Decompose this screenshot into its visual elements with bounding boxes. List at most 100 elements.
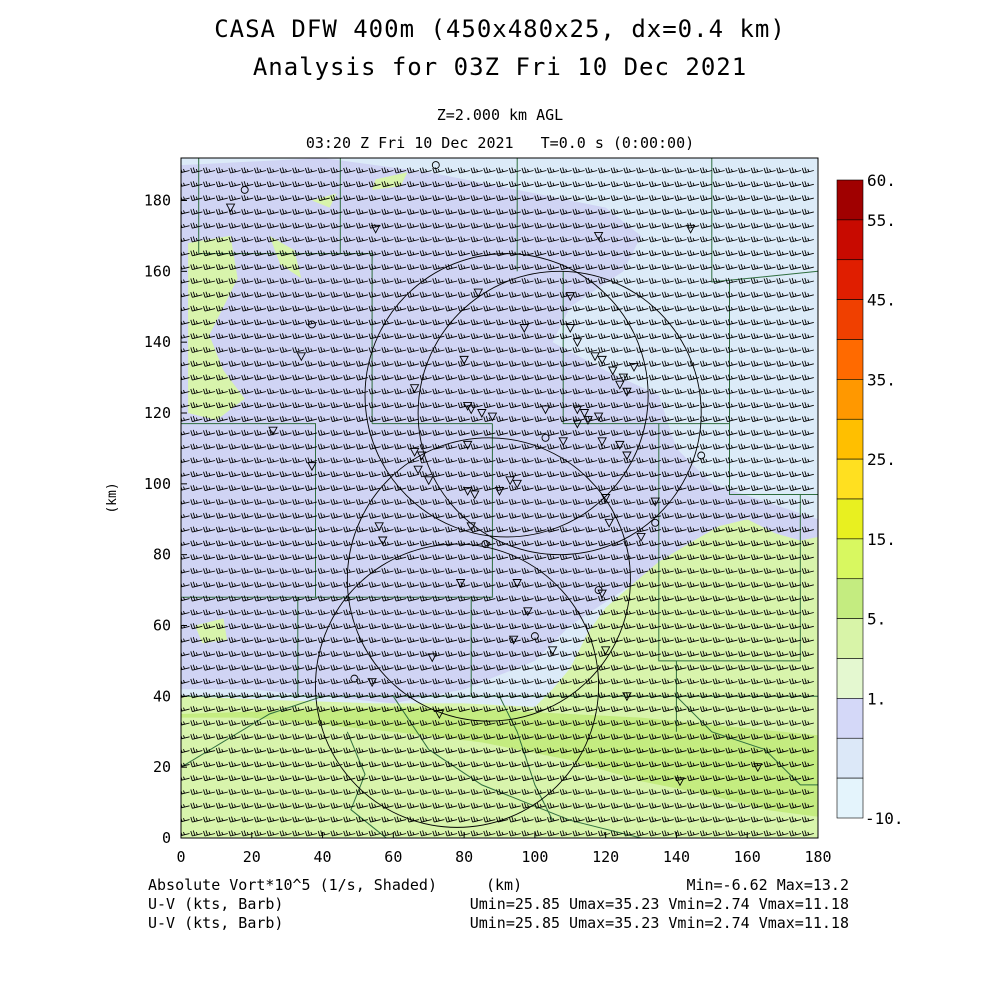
station-triangle [753, 763, 763, 773]
level-label: Z=2.000 km AGL [436, 106, 564, 124]
station-triangle [367, 678, 377, 688]
station-triangle [473, 288, 484, 298]
x-axis: 0 20 40 60 80 100 120 140 160 180 [176, 832, 832, 866]
colorbar-segment [836, 339, 864, 380]
colorbar-segment [836, 179, 864, 221]
station-triangle [650, 497, 660, 507]
y-axis: 0 20 40 60 80 100 120 140 160 180 [144, 192, 187, 847]
y-tick-label: 80 [153, 546, 171, 564]
station-triangle [593, 231, 604, 241]
x-tick-label: 0 [176, 848, 185, 866]
wind-stats-2: Umin=25.85 Umax=35.23 Vmin=2.74 Vmax=11.… [469, 914, 849, 932]
x-tick-label: 120 [592, 848, 619, 866]
station-triangle [583, 416, 593, 426]
colorbar-label: 15. [867, 530, 896, 549]
y-tick-label: 60 [153, 617, 171, 635]
x-tick-label: 180 [804, 848, 831, 866]
x-tick-label: 80 [455, 848, 473, 866]
station-triangle [604, 518, 614, 528]
county-line-17 [346, 731, 387, 838]
y-tick-label: 100 [144, 475, 171, 493]
station-triangle [409, 448, 420, 457]
colorbar-label: 60. [867, 171, 896, 190]
radar-ring-2 [346, 437, 631, 722]
colorbar-segment [836, 698, 864, 739]
chart-title-line1: CASA DFW 400m (450x480x25, dx=0.4 km) [214, 15, 786, 43]
station-triangle [370, 224, 381, 234]
y-tick-label: 120 [144, 404, 171, 422]
station-triangle [618, 373, 629, 383]
colorbar-label: 5. [867, 610, 886, 629]
station-triangle [466, 405, 476, 415]
station-triangle [636, 533, 646, 542]
wind-label-1: U-V (kts, Barb) [148, 895, 284, 913]
x-tick-label: 60 [384, 848, 402, 866]
colorbar-segment [836, 737, 864, 779]
station-triangle [565, 292, 576, 302]
field-patch-3 [311, 193, 337, 208]
county-boundaries [181, 158, 818, 838]
station-triangle [409, 384, 420, 394]
colorbar-label: 35. [867, 370, 896, 389]
colorbar-segment [836, 658, 864, 699]
x-tick-label: 40 [314, 848, 332, 866]
station-triangle [600, 646, 611, 656]
station-circle [530, 632, 539, 641]
station-triangle [565, 324, 576, 333]
wind-stats-1: Umin=25.85 Umax=35.23 Vmin=2.74 Vmax=11.… [469, 895, 849, 913]
county-line-19 [392, 696, 642, 838]
colorbar-segment [836, 219, 864, 261]
colorbar-label: 55. [867, 211, 896, 230]
station-triangle [427, 653, 438, 663]
radar-ring-3 [417, 270, 702, 556]
colorbar: 60. 55. 45. 35. 25. 15. 5. 1. -10. [836, 171, 904, 828]
station-triangle [675, 777, 685, 787]
station-triangle [469, 490, 480, 500]
station-triangle [607, 366, 618, 376]
colorbar-segment [836, 578, 864, 619]
station-triangle [579, 409, 590, 418]
station-triangle [494, 486, 505, 496]
y-tick-label: 160 [144, 262, 171, 280]
y-tick-label: 0 [162, 829, 171, 847]
station-triangle [519, 324, 530, 333]
station-circle [541, 433, 550, 442]
station-triangle [593, 412, 604, 422]
station-circle [350, 674, 359, 683]
colorbar-label: 45. [867, 291, 896, 310]
colorbar-segment [836, 618, 864, 659]
y-axis-label: (km) [105, 482, 120, 513]
station-triangle [540, 405, 551, 415]
wind-barbs [181, 167, 814, 837]
station-triangle [615, 380, 625, 390]
station-triangle [455, 579, 466, 588]
station-triangle [547, 646, 558, 656]
colorbar-segment [836, 299, 864, 340]
plot-frame [180, 157, 819, 839]
colorbar-segment [836, 538, 864, 580]
chart-title-line2: Analysis for 03Z Fri 10 Dec 2021 [252, 53, 748, 81]
station-circle [307, 320, 316, 329]
station-circle [697, 451, 706, 460]
station-triangle [597, 355, 607, 365]
county-line-7 [711, 158, 818, 283]
station-triangle [268, 426, 278, 436]
y-tick-label: 140 [144, 333, 171, 351]
station-triangle [572, 338, 583, 348]
station-triangle [572, 419, 583, 429]
colorbar-segment [836, 379, 864, 420]
station-triangle [374, 522, 384, 532]
station-triangle [558, 437, 568, 447]
colorbar-label: -10. [865, 809, 904, 828]
station-triangle [477, 409, 487, 418]
station-triangle [225, 203, 236, 213]
field-region-green [181, 707, 818, 817]
station-triangle [508, 635, 519, 645]
radar-ring-0 [315, 543, 600, 828]
station-circle [240, 185, 249, 194]
wind-label-2: U-V (kts, Barb) [148, 914, 284, 932]
station-circle [431, 161, 440, 170]
y-tick-label: 180 [144, 192, 171, 210]
field-label: Absolute Vort*10^5 (1/s, Shaded) [148, 876, 437, 894]
